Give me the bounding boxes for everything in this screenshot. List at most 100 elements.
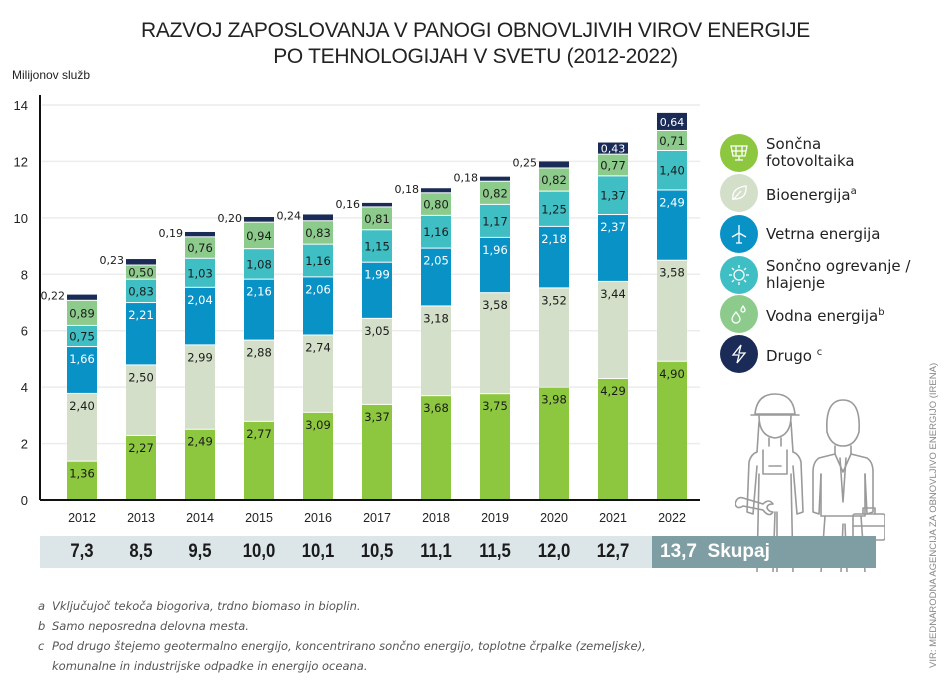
data-label: 0,18 xyxy=(454,172,479,185)
leaf-icon xyxy=(720,174,758,212)
data-label: 0,25 xyxy=(513,156,538,169)
bar-segment xyxy=(185,287,215,345)
totals-label: Skupaj xyxy=(707,541,770,562)
solar-panel-icon xyxy=(720,134,758,172)
data-label: 2,49 xyxy=(187,435,213,449)
bar-segment xyxy=(657,130,687,150)
data-label: 0,83 xyxy=(128,284,154,298)
bar-segment xyxy=(539,168,569,191)
y-axis-label: Milijonov služb xyxy=(12,68,91,82)
data-label: 3,37 xyxy=(364,410,390,424)
totals-row-background xyxy=(40,536,670,568)
legend-item: Sončno ogrevanje / hlajenje xyxy=(720,256,910,294)
data-label: 0,80 xyxy=(423,198,449,212)
data-label: 4,29 xyxy=(600,384,626,398)
y-tick-label: 2 xyxy=(21,437,28,452)
x-tick-label: 2017 xyxy=(363,511,391,525)
bar-segment xyxy=(67,461,97,499)
bar-segment xyxy=(657,260,687,361)
total-value: 10,1 xyxy=(301,541,335,562)
data-label: 0,50 xyxy=(128,266,154,280)
workers-illustration-icon xyxy=(735,393,885,572)
data-label: 3,52 xyxy=(541,293,567,307)
bar-segment xyxy=(539,161,569,168)
data-label: 0,82 xyxy=(482,186,508,200)
title-line-2: PO TEHNOLOGIJAH V SVETU (2012-2022) xyxy=(273,45,678,68)
x-tick-label: 2013 xyxy=(127,511,155,525)
bar-segment xyxy=(126,265,156,279)
legend-label: Bioenergijaa xyxy=(766,185,857,204)
data-label: 3,58 xyxy=(482,298,508,312)
bar-segment xyxy=(126,435,156,499)
bar-segment xyxy=(244,421,274,499)
x-tick-label: 2022 xyxy=(658,511,686,525)
data-label: 1,36 xyxy=(69,467,95,481)
bar-segment xyxy=(362,262,392,318)
data-label: 2,04 xyxy=(187,293,213,307)
data-label: 2,49 xyxy=(659,195,685,209)
total-value: 10,0 xyxy=(242,541,276,562)
bar-segment xyxy=(657,112,687,130)
data-label: 0,18 xyxy=(395,183,420,196)
data-label: 0,19 xyxy=(159,227,184,240)
bar-segment xyxy=(421,215,451,248)
total-value: 11,1 xyxy=(420,541,452,562)
bar-segment xyxy=(185,345,215,429)
bar-segment xyxy=(362,202,392,207)
data-label: 0,82 xyxy=(541,173,567,187)
bar-segment xyxy=(126,365,156,435)
data-label: 3,68 xyxy=(423,401,449,415)
bar-segment xyxy=(480,176,510,181)
x-tick-label: 2014 xyxy=(186,511,214,525)
y-tick-label: 4 xyxy=(21,380,28,395)
bar-segment xyxy=(126,303,156,365)
bar-segment xyxy=(362,404,392,499)
data-label: 2,16 xyxy=(246,285,272,299)
footnote: b Samo neposredna delovna mesta. xyxy=(38,616,646,636)
y-tick-label: 0 xyxy=(21,493,28,508)
bar-segment xyxy=(303,335,333,412)
data-label: 1,03 xyxy=(187,266,213,280)
bar-segment xyxy=(244,222,274,249)
data-label: 0,81 xyxy=(364,212,390,226)
data-label: 2,21 xyxy=(128,308,154,322)
footnote-text: Samo neposredna delovna mesta. xyxy=(52,619,249,633)
data-label: 1,96 xyxy=(482,243,508,257)
bar-segment xyxy=(598,142,628,154)
bar-segment xyxy=(244,340,274,421)
data-label: 2,27 xyxy=(128,441,154,455)
data-label: 1,25 xyxy=(541,202,567,216)
data-label: 1,99 xyxy=(364,268,390,282)
title-line-1: RAZVOJ ZAPOSLOVANJA V PANOGI OBNOVLJIVIH… xyxy=(141,19,810,42)
bar-segment xyxy=(421,306,451,396)
footnote-key xyxy=(38,656,52,676)
data-label: 0,20 xyxy=(218,212,243,225)
bar-segment xyxy=(67,393,97,461)
data-label: 0,24 xyxy=(277,209,302,222)
bar-segment xyxy=(657,190,687,260)
bar-segment xyxy=(539,226,569,288)
footnote: c Pod drugo štejemo geotermalno energijo,… xyxy=(38,636,646,656)
bar-segment xyxy=(126,259,156,265)
data-label: 3,05 xyxy=(364,324,390,338)
bar-segment xyxy=(185,429,215,499)
water-drops-icon xyxy=(720,295,758,333)
lightning-icon xyxy=(720,335,758,373)
bar-segment xyxy=(421,396,451,499)
bar-segment xyxy=(362,318,392,404)
legend-label: Sončno ogrevanje / hlajenje xyxy=(766,257,911,292)
chart-title: RAZVOJ ZAPOSLOVANJA V PANOGI OBNOVLJIVIH… xyxy=(0,18,951,70)
data-label: 1,37 xyxy=(600,189,626,203)
source-note: VIR: MEDNARODNA AGENCIJA ZA OBNOVLJIVO E… xyxy=(928,362,939,668)
bar-segment xyxy=(598,281,628,378)
bar-segment xyxy=(480,394,510,499)
bar-segment xyxy=(185,237,215,258)
data-label: 1,16 xyxy=(305,254,331,268)
x-tick-label: 2016 xyxy=(304,511,332,525)
bar-segment xyxy=(539,191,569,226)
x-tick-label: 2018 xyxy=(422,511,450,525)
bar-segment xyxy=(362,207,392,230)
bar-segment xyxy=(244,279,274,340)
wind-turbine-icon xyxy=(720,215,758,253)
x-tick-label: 2012 xyxy=(68,511,96,525)
